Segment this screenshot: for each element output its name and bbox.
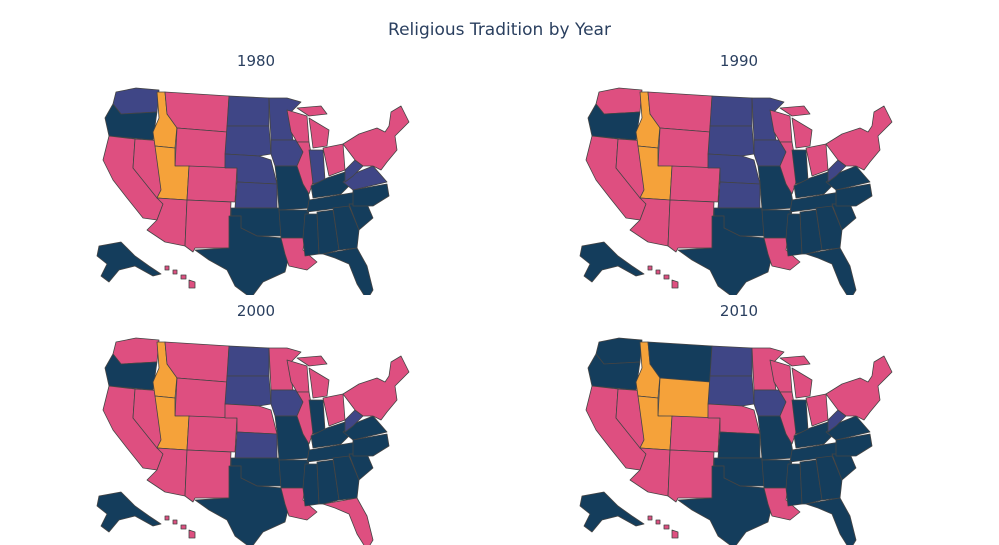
- state-mi[interactable]: [779, 105, 813, 149]
- us-choropleth-map: [579, 337, 893, 545]
- state-nc[interactable]: [835, 433, 873, 457]
- map-panel-2010: 2010: [574, 302, 904, 545]
- us-choropleth-map: [96, 337, 410, 545]
- state-wv[interactable]: [827, 159, 847, 183]
- state-fl[interactable]: [805, 497, 857, 545]
- state-hi[interactable]: [647, 515, 679, 539]
- state-ks[interactable]: [717, 431, 761, 459]
- state-co[interactable]: [669, 165, 721, 203]
- state-tx[interactable]: [194, 215, 290, 295]
- state-tx[interactable]: [677, 465, 773, 545]
- state-ne-states[interactable]: [342, 355, 410, 421]
- state-oh[interactable]: [322, 393, 346, 427]
- state-al[interactable]: [316, 459, 340, 505]
- state-mi[interactable]: [296, 355, 330, 399]
- panel-title: 2000: [236, 302, 276, 320]
- state-ms[interactable]: [302, 213, 320, 257]
- state-oh[interactable]: [805, 393, 829, 427]
- state-ga[interactable]: [815, 205, 843, 251]
- state-hi[interactable]: [164, 515, 196, 539]
- state-ne-states[interactable]: [825, 105, 893, 171]
- state-co[interactable]: [669, 415, 721, 453]
- state-wy[interactable]: [657, 377, 711, 419]
- state-al[interactable]: [799, 209, 823, 255]
- state-fl[interactable]: [322, 247, 374, 295]
- state-ne-states[interactable]: [342, 105, 410, 171]
- state-wy[interactable]: [174, 127, 228, 169]
- state-ks[interactable]: [717, 181, 761, 209]
- state-oh[interactable]: [322, 143, 346, 177]
- state-wy[interactable]: [657, 127, 711, 169]
- state-hi[interactable]: [164, 265, 196, 289]
- state-tx[interactable]: [677, 215, 773, 295]
- us-choropleth-map: [579, 87, 893, 295]
- panel-title: 1980: [236, 52, 276, 70]
- state-wy[interactable]: [174, 377, 228, 419]
- state-sd[interactable]: [224, 125, 272, 157]
- state-ga[interactable]: [332, 205, 360, 251]
- state-ak[interactable]: [579, 241, 645, 283]
- state-ga[interactable]: [815, 455, 843, 501]
- state-nc[interactable]: [352, 433, 390, 457]
- map-panel-2000: 2000: [91, 302, 421, 545]
- map-panel-1990: 1990: [574, 52, 904, 295]
- state-ak[interactable]: [96, 491, 162, 533]
- state-fl[interactable]: [322, 497, 374, 545]
- state-co[interactable]: [186, 415, 238, 453]
- state-wa[interactable]: [595, 337, 643, 365]
- state-sd[interactable]: [224, 375, 272, 407]
- state-al[interactable]: [316, 209, 340, 255]
- state-wa[interactable]: [112, 337, 160, 365]
- state-ks[interactable]: [234, 181, 278, 209]
- state-co[interactable]: [186, 165, 238, 203]
- state-wv[interactable]: [827, 409, 847, 433]
- state-nm[interactable]: [667, 449, 715, 503]
- state-ak[interactable]: [96, 241, 162, 283]
- state-oh[interactable]: [805, 143, 829, 177]
- state-ks[interactable]: [234, 431, 278, 459]
- state-nc[interactable]: [835, 183, 873, 207]
- panel-title: 1990: [719, 52, 759, 70]
- state-nd[interactable]: [709, 345, 753, 377]
- state-hi[interactable]: [647, 265, 679, 289]
- panel-title: 2010: [719, 302, 759, 320]
- state-nm[interactable]: [667, 199, 715, 253]
- state-wv[interactable]: [344, 409, 364, 433]
- state-tx[interactable]: [194, 465, 290, 545]
- state-ms[interactable]: [785, 463, 803, 507]
- state-ms[interactable]: [785, 213, 803, 257]
- state-ga[interactable]: [332, 455, 360, 501]
- state-wa[interactable]: [112, 87, 160, 115]
- state-wv[interactable]: [344, 159, 364, 183]
- us-choropleth-map: [96, 87, 410, 295]
- figure-title: Religious Tradition by Year: [388, 20, 611, 40]
- state-nm[interactable]: [184, 449, 232, 503]
- state-sd[interactable]: [707, 375, 755, 407]
- state-mi[interactable]: [296, 105, 330, 149]
- map-panel-1980: 1980: [91, 52, 421, 295]
- state-nc[interactable]: [352, 183, 390, 207]
- state-nd[interactable]: [226, 345, 270, 377]
- state-ak[interactable]: [579, 491, 645, 533]
- state-fl[interactable]: [805, 247, 857, 295]
- state-sd[interactable]: [707, 125, 755, 157]
- state-ms[interactable]: [302, 463, 320, 507]
- state-nm[interactable]: [184, 199, 232, 253]
- state-ne-states[interactable]: [825, 355, 893, 421]
- state-wa[interactable]: [595, 87, 643, 115]
- state-al[interactable]: [799, 459, 823, 505]
- state-nd[interactable]: [226, 95, 270, 127]
- state-mi[interactable]: [779, 355, 813, 399]
- state-nd[interactable]: [709, 95, 753, 127]
